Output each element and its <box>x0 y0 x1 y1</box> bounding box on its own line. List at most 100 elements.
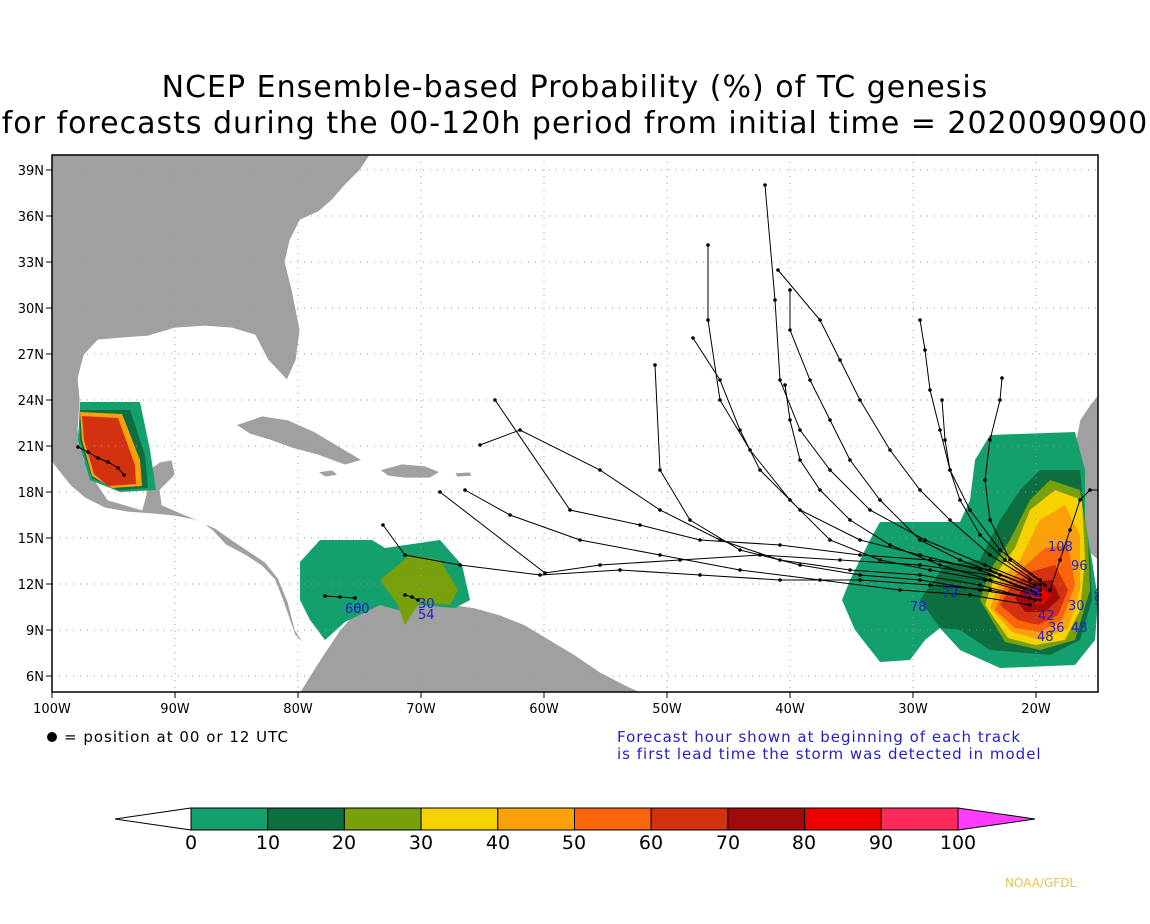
chart-title: NCEP Ensemble-based Probability (%) of T… <box>161 70 989 105</box>
y-tick-label: 12N <box>18 578 44 593</box>
track-point <box>888 448 892 452</box>
track-point <box>493 398 497 402</box>
track-point <box>76 445 80 449</box>
track-point <box>808 378 812 382</box>
colorbar-label: 20 <box>332 832 356 854</box>
track-point <box>848 568 852 572</box>
y-tick-label: 30N <box>18 302 44 317</box>
track-point <box>928 388 932 392</box>
colorbar-label: 50 <box>562 832 586 854</box>
track-point <box>518 428 522 432</box>
colorbar-label: 0 <box>185 832 197 854</box>
x-tick-label: 70W <box>406 702 436 717</box>
y-tick-label: 15N <box>18 532 44 547</box>
track-point <box>848 518 852 522</box>
track-point <box>1000 376 1004 380</box>
colorbar-box <box>190 807 269 831</box>
track-point <box>983 563 987 567</box>
fh-label: 42 <box>1094 585 1111 600</box>
track-point <box>410 595 414 599</box>
track-point <box>918 538 922 542</box>
track-point <box>718 398 722 402</box>
track-point <box>918 563 922 567</box>
track-point <box>678 558 682 562</box>
track-point <box>1038 583 1042 587</box>
track-point <box>763 183 767 187</box>
track-point <box>983 478 987 482</box>
track-point <box>978 583 982 587</box>
track-point <box>818 578 822 582</box>
track-point <box>1038 588 1042 592</box>
track-point <box>778 543 782 547</box>
track-point <box>1038 593 1042 597</box>
track-point <box>988 518 992 522</box>
track-point <box>998 548 1002 552</box>
track-point <box>508 513 512 517</box>
track-point <box>1048 588 1052 592</box>
x-tick-label: 30W <box>898 702 928 717</box>
track-point <box>838 358 842 362</box>
track-point <box>948 518 952 522</box>
colorbar-label: 70 <box>716 832 740 854</box>
fh-label: 108 <box>1048 540 1073 555</box>
fh-label: 60 <box>353 602 370 617</box>
track-point <box>778 578 782 582</box>
track-point <box>868 508 872 512</box>
colorbar-label: 40 <box>486 832 510 854</box>
colorbar-label: 30 <box>409 832 433 854</box>
track-point <box>1033 593 1037 597</box>
track-point <box>818 318 822 322</box>
track-point <box>998 573 1002 577</box>
track-point <box>458 563 462 567</box>
track-point <box>798 563 802 567</box>
colorbar-label: 60 <box>639 832 663 854</box>
track-point <box>858 553 862 557</box>
x-tick-label: 90W <box>160 702 190 717</box>
track-point <box>798 508 802 512</box>
x-tick-label: 40W <box>775 702 805 717</box>
fh-label: 48 <box>1024 586 1041 601</box>
track-point <box>1068 528 1072 532</box>
fh-label: 36 <box>1048 621 1065 636</box>
storm-track <box>789 290 1041 591</box>
storm-track <box>707 245 1036 596</box>
track-point <box>788 418 792 422</box>
x-tick-label: 100W <box>33 702 71 717</box>
track-point <box>788 328 792 332</box>
track-point <box>381 523 385 527</box>
track-point <box>758 553 762 557</box>
fh-label: 54 <box>418 608 435 623</box>
track-point <box>788 498 792 502</box>
credit-text: NOAA/GFDL <box>1005 876 1077 890</box>
track-point <box>403 593 407 597</box>
track-point <box>958 558 962 562</box>
track-point <box>1043 583 1047 587</box>
position-dot-icon <box>47 732 57 742</box>
track-point <box>653 363 657 367</box>
track-point <box>928 568 932 572</box>
y-tick-label: 18N <box>18 486 44 501</box>
fh-label: 30 <box>1100 617 1117 632</box>
track-point <box>122 473 126 477</box>
track-point <box>798 458 802 462</box>
fh-label: 84 <box>1098 570 1115 585</box>
track-point <box>463 488 467 492</box>
track-point <box>858 398 862 402</box>
track-point <box>1038 598 1042 602</box>
track-point <box>1058 558 1062 562</box>
track-point <box>638 523 642 527</box>
y-tick-label: 24N <box>18 394 44 409</box>
track-point <box>658 468 662 472</box>
fh-label: 72 <box>942 586 959 601</box>
track-point <box>988 568 992 572</box>
track-point <box>538 573 542 577</box>
track-point <box>706 243 710 247</box>
colorbar-high-arrow <box>957 807 1036 831</box>
track-point <box>918 318 922 322</box>
colorbar-box <box>727 807 806 831</box>
track-point <box>988 438 992 442</box>
track-point <box>758 468 762 472</box>
track-point <box>838 558 842 562</box>
colorbar-box <box>497 807 575 831</box>
